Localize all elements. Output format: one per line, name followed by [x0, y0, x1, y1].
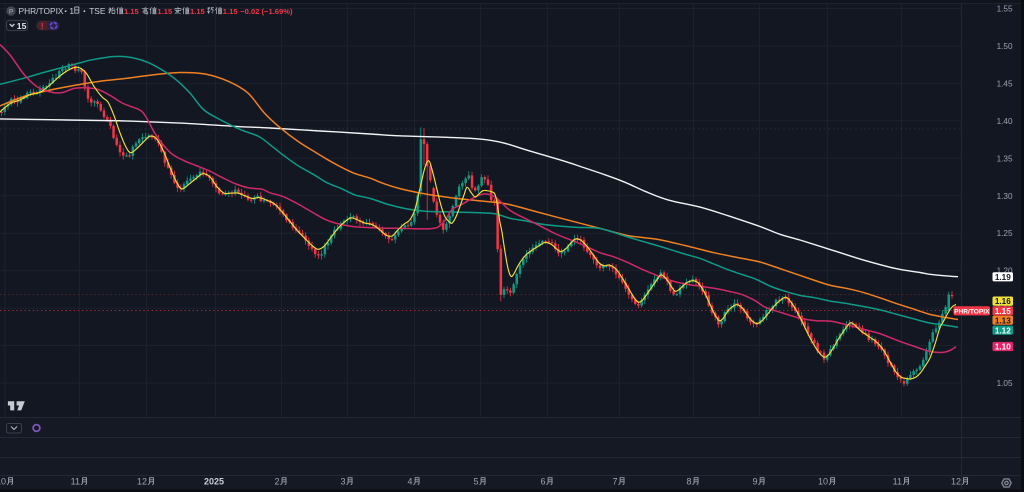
svg-text:10: 10: [818, 477, 828, 487]
svg-text:PHR/TOPIX: PHR/TOPIX: [954, 308, 990, 315]
svg-text:1.10: 1.10: [995, 343, 1011, 352]
svg-text:2025: 2025: [204, 477, 224, 487]
svg-text:1.16: 1.16: [995, 297, 1011, 306]
svg-text:1.19: 1.19: [995, 273, 1011, 282]
svg-text:P: P: [9, 8, 14, 15]
svg-text:15: 15: [17, 21, 27, 31]
svg-text:PHR/TOPIX: PHR/TOPIX: [19, 6, 64, 16]
svg-text:10: 10: [0, 477, 6, 487]
svg-text:7: 7: [612, 477, 617, 487]
svg-text:1.12: 1.12: [995, 326, 1011, 335]
svg-text:!: !: [41, 21, 44, 31]
svg-text:9: 9: [752, 477, 757, 487]
svg-text:1.15: 1.15: [157, 7, 173, 16]
svg-text:5: 5: [473, 477, 478, 487]
svg-text:6: 6: [540, 477, 545, 487]
svg-text:1.15: 1.15: [124, 7, 140, 16]
svg-text:1.05: 1.05: [997, 379, 1013, 388]
svg-text:12: 12: [951, 477, 961, 487]
svg-text:4: 4: [407, 477, 412, 487]
svg-text:TSE: TSE: [89, 6, 106, 16]
svg-text:1.15: 1.15: [995, 307, 1011, 316]
svg-text:11: 11: [71, 477, 80, 487]
svg-text:3: 3: [340, 477, 345, 487]
svg-text:1.13: 1.13: [995, 316, 1011, 325]
svg-text:1.15: 1.15: [190, 7, 206, 16]
svg-text:1.50: 1.50: [997, 42, 1013, 51]
svg-text:1.30: 1.30: [997, 192, 1013, 201]
svg-text:8: 8: [686, 477, 691, 487]
svg-text:1.15: 1.15: [223, 7, 239, 16]
svg-text:1.25: 1.25: [997, 229, 1013, 238]
svg-text:−0.02 (−1.69%): −0.02 (−1.69%): [240, 7, 293, 16]
svg-text:11: 11: [893, 477, 902, 487]
svg-text:1.55: 1.55: [997, 5, 1013, 14]
svg-text:1.45: 1.45: [997, 79, 1013, 88]
svg-text:2: 2: [274, 477, 279, 487]
svg-text:1: 1: [69, 6, 74, 16]
svg-text:1.20: 1.20: [997, 267, 1013, 276]
svg-text:1.40: 1.40: [997, 117, 1013, 126]
svg-text:1.35: 1.35: [997, 154, 1013, 163]
svg-text:12: 12: [137, 477, 147, 487]
